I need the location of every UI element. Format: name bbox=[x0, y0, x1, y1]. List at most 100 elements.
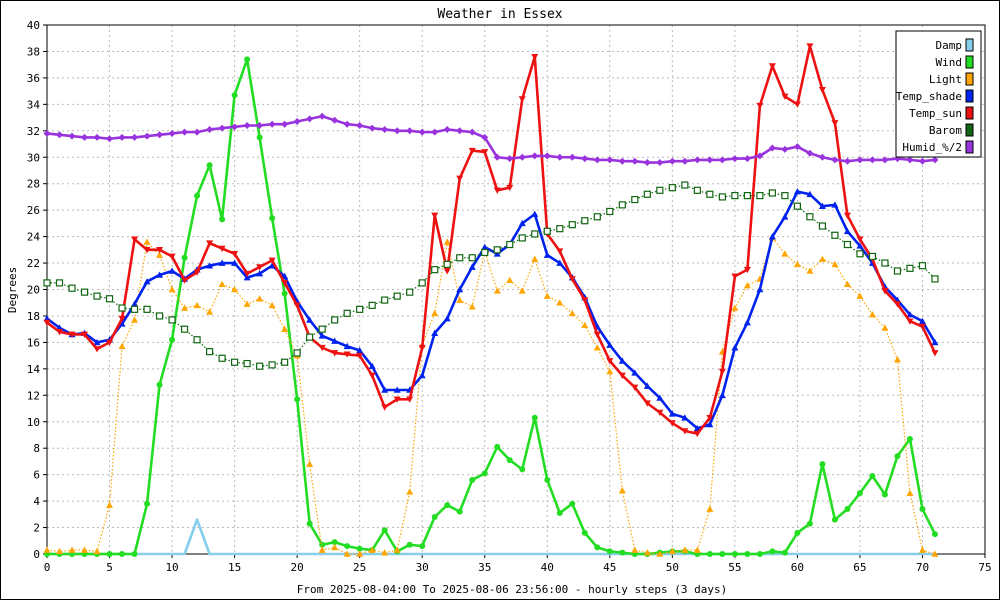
data-point bbox=[631, 195, 639, 204]
chart-title: Weather in Essex bbox=[437, 7, 562, 22]
data-point bbox=[618, 372, 626, 379]
data-point bbox=[843, 240, 852, 249]
data-point bbox=[831, 201, 839, 208]
data-point bbox=[144, 500, 151, 507]
data-point bbox=[868, 156, 876, 164]
data-point bbox=[931, 550, 939, 557]
data-point bbox=[55, 279, 64, 287]
data-point bbox=[68, 546, 76, 553]
data-point bbox=[306, 333, 314, 341]
y-tick-label: 22 bbox=[27, 257, 40, 270]
data-point bbox=[368, 362, 376, 370]
data-point bbox=[343, 342, 351, 350]
series-temp-sun bbox=[43, 43, 939, 438]
data-point bbox=[681, 428, 689, 435]
data-point bbox=[518, 153, 526, 161]
data-point bbox=[56, 547, 64, 555]
x-tick-label: 60 bbox=[791, 561, 804, 574]
data-point bbox=[468, 128, 476, 136]
x-tick-label: 5 bbox=[106, 561, 113, 574]
x-tick-label: 40 bbox=[541, 561, 554, 574]
data-point bbox=[906, 435, 913, 442]
data-point bbox=[518, 96, 526, 103]
data-point bbox=[68, 284, 76, 292]
legend-label: Wind bbox=[936, 56, 963, 69]
data-point bbox=[581, 321, 589, 329]
data-point bbox=[56, 131, 64, 139]
data-point bbox=[493, 153, 501, 161]
data-point bbox=[656, 409, 664, 416]
data-point bbox=[106, 501, 114, 508]
data-point bbox=[856, 156, 864, 164]
data-point bbox=[706, 420, 714, 428]
data-point bbox=[568, 309, 576, 317]
data-point bbox=[643, 549, 651, 556]
series-line-light bbox=[46, 237, 936, 555]
data-point bbox=[268, 262, 276, 269]
data-point bbox=[806, 190, 814, 198]
data-point bbox=[143, 305, 151, 313]
data-point bbox=[156, 131, 164, 139]
data-point bbox=[631, 546, 639, 553]
data-point bbox=[819, 461, 826, 468]
data-point bbox=[531, 255, 539, 262]
data-point bbox=[843, 212, 851, 219]
data-point bbox=[468, 147, 476, 155]
data-point bbox=[468, 254, 476, 262]
data-point bbox=[118, 342, 126, 350]
data-point bbox=[881, 324, 889, 331]
data-point bbox=[768, 144, 776, 152]
data-point bbox=[531, 414, 538, 421]
data-point bbox=[731, 155, 739, 163]
data-point bbox=[806, 43, 814, 50]
data-point bbox=[731, 551, 738, 557]
data-point bbox=[468, 303, 476, 310]
data-point bbox=[868, 252, 877, 261]
data-point bbox=[806, 267, 814, 274]
legend-label: Temp_sun bbox=[909, 107, 962, 120]
legend-swatch bbox=[965, 140, 974, 154]
data-point bbox=[743, 192, 751, 200]
data-point bbox=[531, 53, 539, 61]
data-point bbox=[331, 539, 338, 546]
data-point bbox=[793, 260, 801, 268]
data-point bbox=[356, 352, 364, 360]
y-tick-label: 24 bbox=[27, 231, 41, 244]
series-light bbox=[43, 234, 939, 557]
data-point bbox=[431, 266, 439, 274]
data-point bbox=[181, 128, 189, 136]
data-point bbox=[668, 157, 676, 165]
data-point bbox=[443, 125, 451, 133]
data-point bbox=[180, 325, 189, 333]
data-point bbox=[506, 184, 514, 192]
data-point bbox=[781, 549, 788, 556]
data-point bbox=[81, 546, 89, 553]
data-point bbox=[193, 269, 201, 276]
data-point bbox=[618, 357, 626, 364]
y-tick-label: 20 bbox=[27, 284, 40, 297]
data-point bbox=[268, 361, 276, 369]
data-point bbox=[418, 371, 426, 379]
data-point bbox=[681, 181, 689, 189]
data-point bbox=[818, 87, 826, 94]
data-point bbox=[368, 301, 376, 309]
data-point bbox=[693, 430, 701, 438]
data-point bbox=[256, 122, 264, 130]
data-point bbox=[118, 320, 126, 327]
legend: Damp Wind Light Temp_shade Temp_sun Barom Humi… bbox=[895, 30, 982, 158]
data-point bbox=[756, 192, 764, 200]
data-point bbox=[593, 213, 601, 221]
data-point bbox=[493, 287, 501, 294]
data-point bbox=[293, 302, 301, 309]
data-point bbox=[931, 350, 939, 357]
series-humid-2 bbox=[43, 112, 939, 167]
data-point bbox=[656, 159, 664, 167]
legend-swatch bbox=[965, 89, 974, 103]
data-point bbox=[468, 263, 476, 270]
data-point bbox=[168, 267, 176, 274]
data-point bbox=[206, 308, 214, 315]
data-point bbox=[556, 153, 564, 161]
data-point bbox=[918, 262, 927, 270]
data-point bbox=[206, 262, 214, 269]
